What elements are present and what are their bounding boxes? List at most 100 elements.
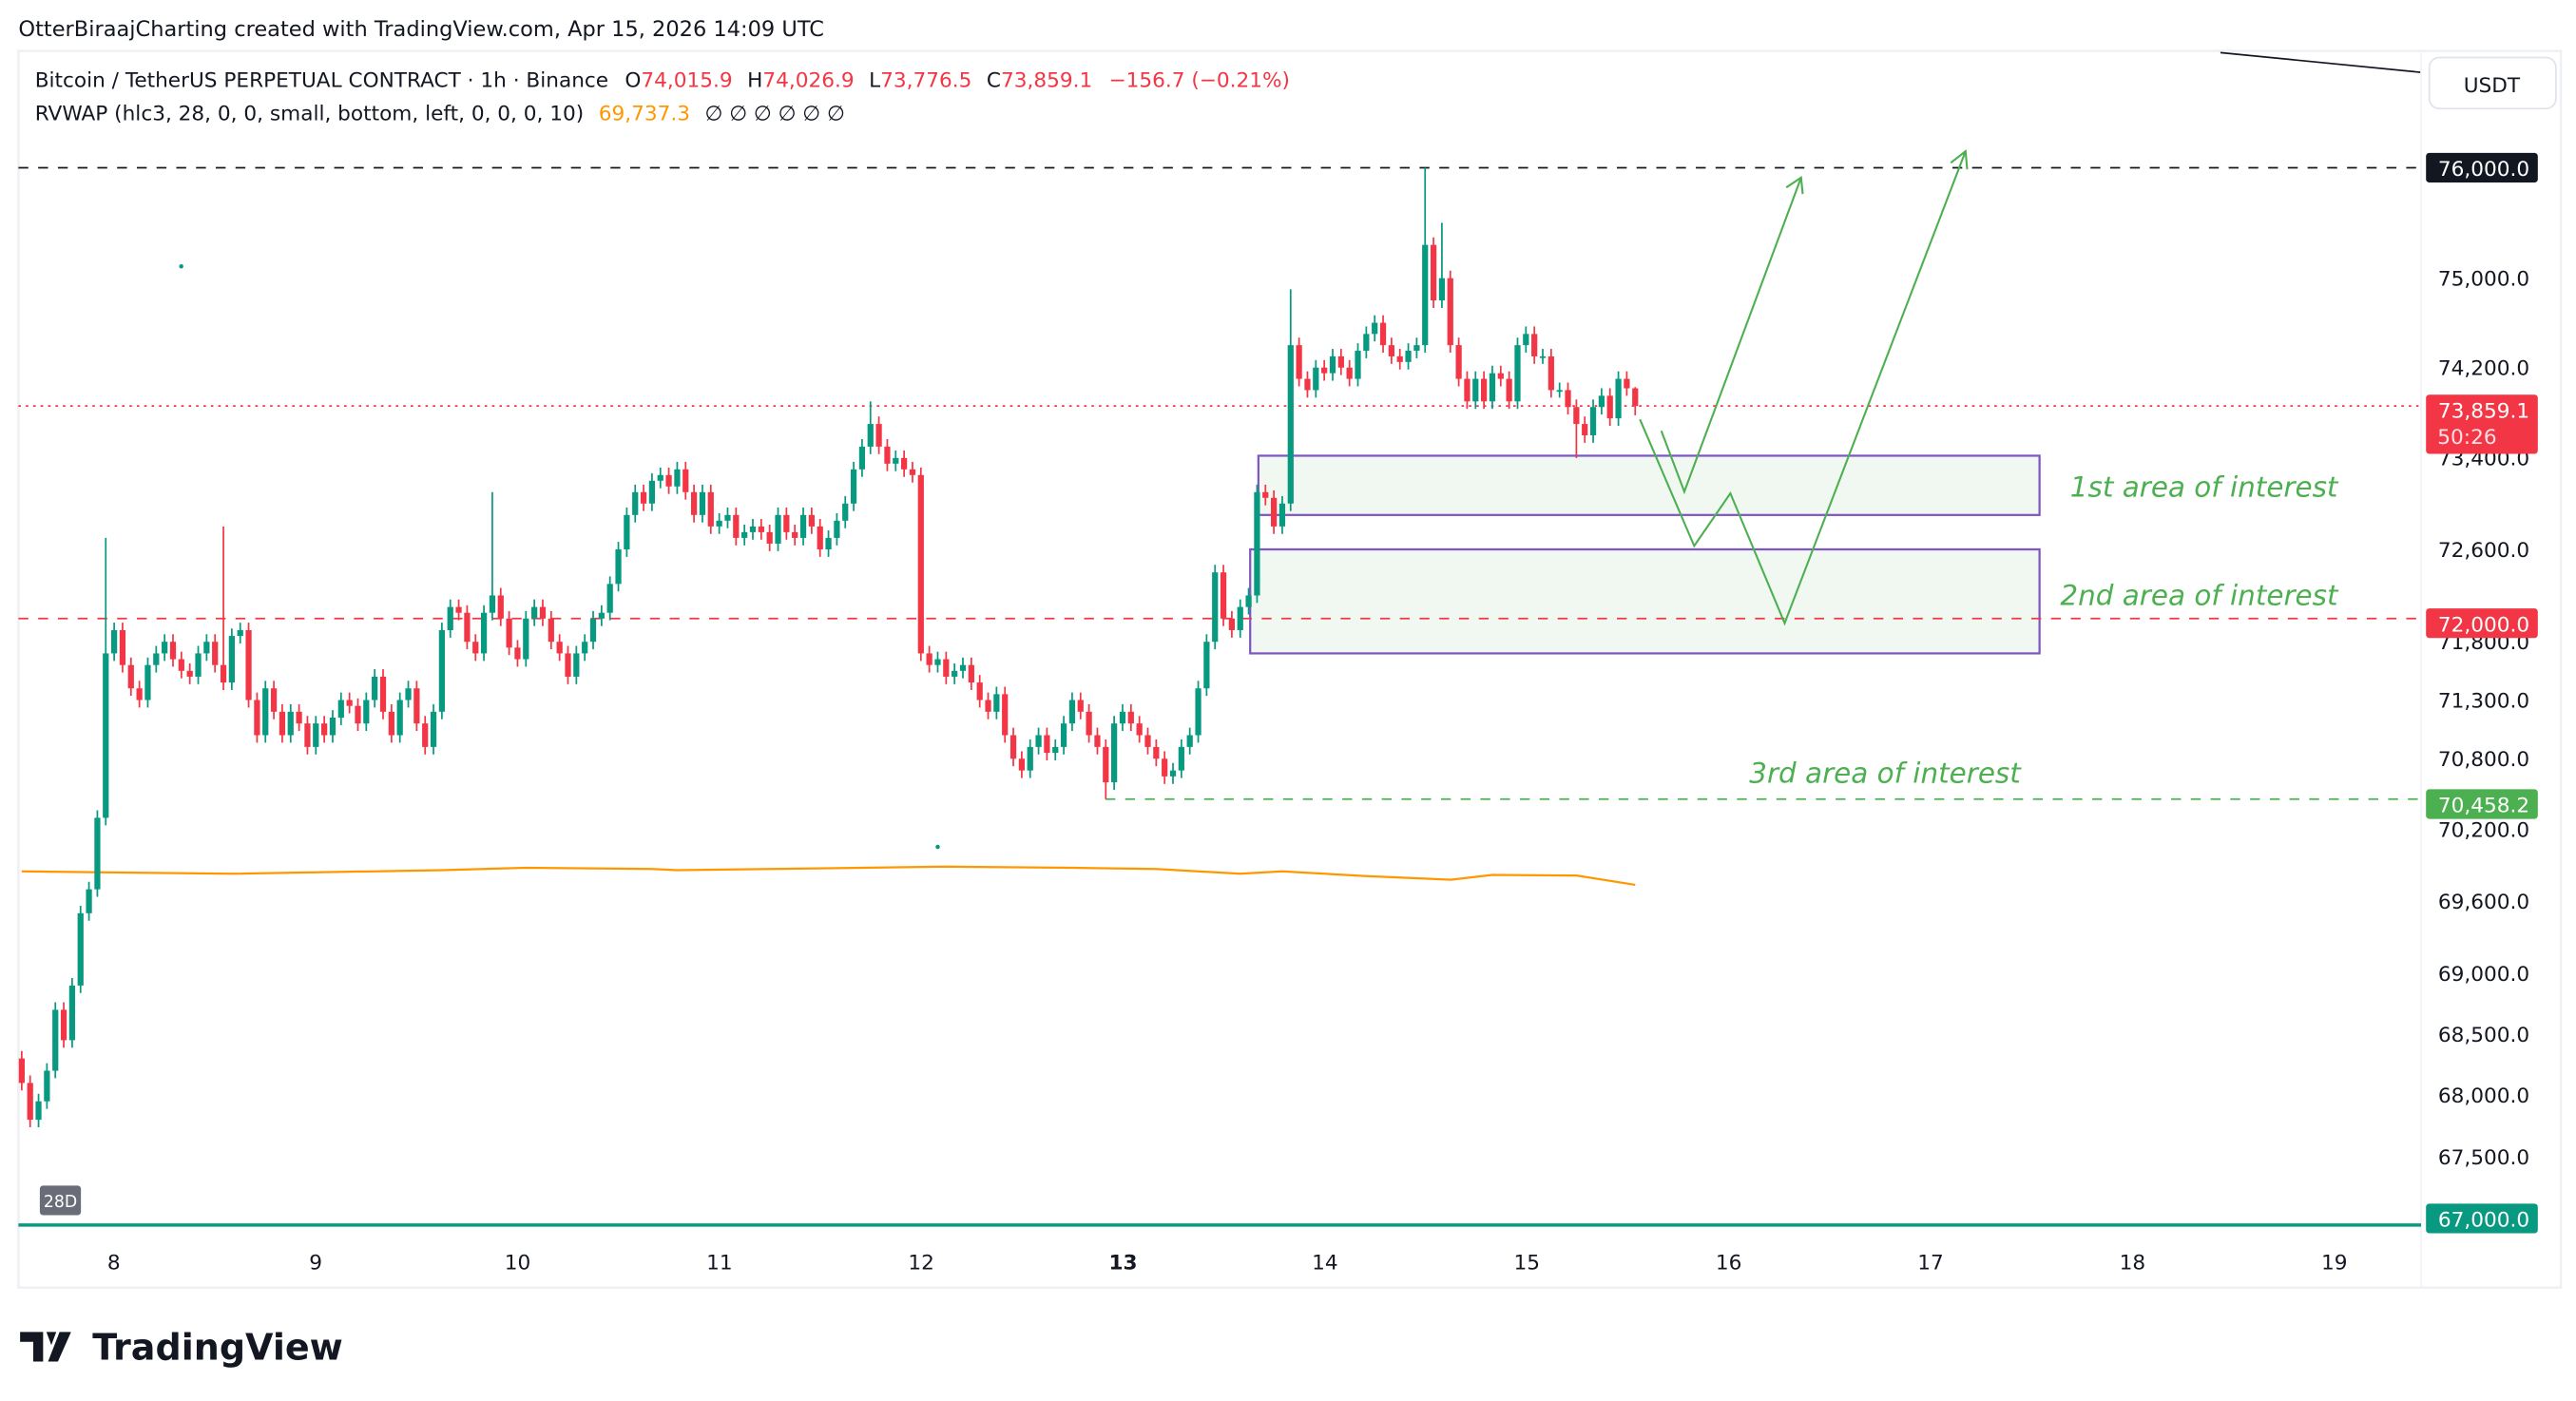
candle-body <box>783 514 790 532</box>
candle <box>952 662 958 684</box>
candle-body <box>464 612 471 643</box>
close-value: 73,859.1 <box>1001 69 1092 93</box>
candle <box>959 657 967 679</box>
candle <box>438 623 446 720</box>
price-label-70458: 70,458.2 <box>2426 789 2538 819</box>
candle <box>497 587 504 626</box>
last-price-label: 73,859.1 50:26 <box>2426 394 2538 454</box>
zone-rect-1[interactable] <box>1257 454 2041 516</box>
candle <box>388 703 394 743</box>
candle-body <box>733 514 740 538</box>
candle <box>1086 703 1092 743</box>
candle <box>270 681 278 720</box>
candle-body <box>1573 407 1580 425</box>
candle-body <box>1169 770 1177 777</box>
candle-body <box>86 889 92 913</box>
time-axis[interactable]: 8 9 10 11 12 13 14 15 16 17 18 19 <box>107 1252 2348 1276</box>
marker-dot <box>179 264 183 269</box>
candle <box>1582 416 1588 443</box>
currency-button[interactable]: USDT <box>2428 56 2557 110</box>
candle-body <box>1313 367 1319 391</box>
candle <box>598 605 605 626</box>
candle-body <box>867 424 874 447</box>
candle <box>548 610 554 650</box>
candle-body <box>153 653 160 665</box>
candle-body <box>1220 572 1227 619</box>
candle <box>1548 349 1554 398</box>
candle-body <box>186 670 193 677</box>
candle-body <box>943 659 950 677</box>
candle-body <box>959 664 967 671</box>
candle-body <box>1556 390 1563 393</box>
candle <box>1523 326 1529 354</box>
candle-body <box>52 1009 59 1071</box>
candle-body <box>1304 378 1311 391</box>
candle-body <box>842 503 849 521</box>
price-tick: 67,500.0 <box>2438 1146 2529 1170</box>
candle-body <box>1396 355 1403 362</box>
candle <box>1228 610 1236 638</box>
candle-body <box>1162 758 1168 777</box>
candle <box>799 507 807 546</box>
candle-body <box>1278 503 1286 527</box>
candle <box>1162 751 1168 784</box>
candle-body <box>388 711 394 736</box>
candle-body <box>1497 373 1504 379</box>
candle-body <box>1270 497 1278 527</box>
candle-body <box>1598 395 1605 408</box>
zone-rect-2[interactable] <box>1249 547 2041 655</box>
candle <box>1169 762 1177 784</box>
candle <box>1514 337 1521 410</box>
candle <box>1598 388 1605 415</box>
candle <box>237 623 243 643</box>
candle-body <box>858 446 866 470</box>
price-label-67000: 67,000.0 <box>2426 1203 2538 1234</box>
candle-body <box>321 723 328 736</box>
candle-body <box>615 548 622 585</box>
candle <box>674 461 681 494</box>
candle <box>447 599 453 638</box>
area-of-interest-1-label[interactable]: 1st area of interest <box>2070 470 2339 503</box>
price-label-76000: 76,000.0 <box>2426 152 2538 183</box>
projection-path-2 <box>1639 150 1967 626</box>
candle-body <box>539 606 547 619</box>
candle <box>1556 382 1563 398</box>
candle-body <box>1531 334 1538 356</box>
area-of-interest-2-label[interactable]: 2nd area of interest <box>2060 580 2339 612</box>
candle <box>834 512 840 546</box>
projection-paths[interactable] <box>1639 149 1969 626</box>
candle-body <box>640 491 647 504</box>
trend-line-drawing[interactable] <box>2220 51 2422 73</box>
candle-body <box>1438 278 1446 301</box>
area-of-interest-3-label[interactable]: 3rd area of interest <box>1749 758 2022 790</box>
candle-body <box>952 670 958 677</box>
candle <box>1464 371 1471 410</box>
candle-body <box>44 1070 50 1102</box>
candle-body <box>632 491 639 515</box>
high-label: H <box>747 69 762 93</box>
period-badge[interactable]: 28D <box>39 1185 82 1216</box>
candle <box>716 512 722 534</box>
candle <box>582 634 588 662</box>
candle <box>1565 382 1571 415</box>
candle-body <box>1035 735 1042 747</box>
indicator-title[interactable]: RVWAP (hlc3, 28, 0, 0, small, bottom, le… <box>35 102 585 125</box>
candle-body <box>606 584 613 613</box>
price-tick: 74,200.0 <box>2438 357 2529 381</box>
low-label: L <box>869 69 880 93</box>
candle <box>875 416 882 454</box>
symbol-title[interactable]: Bitcoin / TetherUS PERPETUAL CONTRACT · … <box>35 69 608 93</box>
candle <box>1127 703 1134 732</box>
candle-body <box>690 491 698 515</box>
candle-body <box>195 653 202 677</box>
candle-body <box>834 520 840 538</box>
candle <box>640 484 647 511</box>
candle <box>1455 337 1462 387</box>
candle-body <box>1329 355 1336 374</box>
candle-body <box>1430 244 1437 301</box>
candle-body <box>716 520 722 527</box>
price-axis[interactable]: 75,000.074,200.073,400.072,600.071,800.0… <box>2438 267 2529 1169</box>
time-tick: 18 <box>2120 1252 2146 1276</box>
candle-body <box>413 688 420 724</box>
